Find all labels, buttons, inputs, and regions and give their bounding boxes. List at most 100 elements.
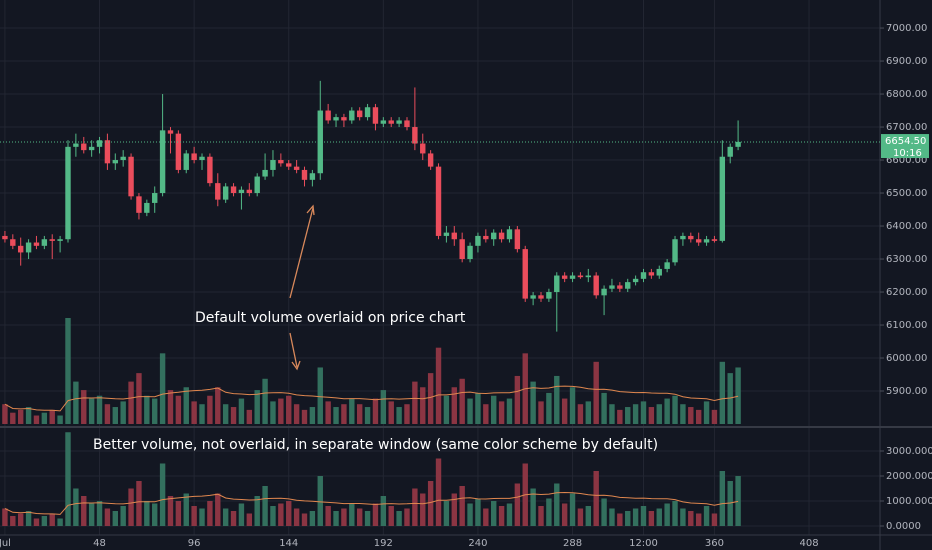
candle-body (593, 275, 599, 296)
overlay-volume-bar (10, 412, 16, 424)
volume-bar (695, 513, 702, 526)
candle-body (514, 229, 521, 250)
overlay-volume-bar (49, 409, 55, 424)
overlay-volume-bar (530, 381, 536, 424)
overlay-volume-bar (88, 398, 95, 424)
overlay-volume-bar (120, 401, 126, 424)
volume-bar (554, 483, 560, 526)
annotation: Better volume, not overlaid, in separate… (93, 437, 658, 453)
candle-body (301, 169, 308, 180)
overlay-volume-bar (73, 381, 79, 424)
overlay-volume-bar (538, 401, 544, 424)
candle-body (404, 120, 410, 128)
overlay-volume-bar (364, 407, 371, 424)
candle-body (475, 235, 481, 246)
candle-body (735, 141, 741, 147)
candle-body (17, 245, 24, 253)
candle-body (459, 239, 465, 260)
overlay-volume-bar (506, 398, 513, 424)
volume-bar (183, 493, 189, 526)
candle-body (380, 120, 387, 124)
candle-body (175, 133, 182, 170)
overlay-volume-bar (577, 404, 584, 424)
x-tick-label: 192 (374, 538, 393, 549)
candle-body (648, 272, 655, 276)
candles (2, 80, 741, 332)
y2-tick-label: 3000.0000 (886, 446, 932, 457)
candle-body (640, 272, 647, 279)
candle-body (680, 235, 686, 240)
overlay-volume-bar (293, 404, 300, 424)
y-tick-label: 6200.00 (886, 287, 927, 298)
overlay-volume-bar (664, 398, 670, 424)
candle-body (372, 107, 379, 124)
y-tick-label: 6100.00 (886, 320, 927, 331)
volume-bar (73, 488, 79, 526)
volume-bar (427, 481, 434, 526)
overlay-volume-bar (104, 404, 111, 424)
overlay-volume-bar (2, 404, 8, 424)
overlay-volume-bar (286, 395, 292, 424)
overlay-volume-bar (427, 373, 434, 424)
candle-body (88, 146, 95, 151)
volume-bar (640, 506, 647, 526)
volume-bar (585, 506, 592, 526)
candle-body (625, 282, 631, 289)
candle-body (128, 156, 134, 197)
volume-bar (112, 511, 118, 526)
overlay-volume-bar (388, 401, 394, 424)
candle-body (49, 239, 55, 241)
volume-bar (207, 501, 213, 526)
volume-bar (435, 458, 442, 526)
volume-bar (128, 488, 134, 526)
overlay-volume-bar (703, 401, 710, 424)
overlay-volume-bar (396, 407, 402, 424)
annotation: Default volume overlaid on price chart (195, 310, 466, 326)
overlay-volume-bar (625, 407, 631, 424)
volume-bar (333, 511, 339, 526)
volume-bar (81, 496, 87, 526)
candle-body (546, 292, 552, 299)
candle-body (10, 239, 16, 246)
volume-bar (530, 488, 536, 526)
overlay-volume-bar (175, 395, 182, 424)
candle-body (238, 189, 245, 194)
overlay-volume-bar (222, 404, 229, 424)
candle-body (207, 156, 213, 184)
volume-bar (569, 493, 576, 526)
candle-body (230, 186, 237, 194)
overlay-volume-bar (735, 367, 741, 424)
volume-bar (349, 503, 355, 526)
overlay-volume-bar (546, 392, 552, 424)
x-tick-label: 408 (800, 538, 819, 549)
overlay-volume-bar (254, 390, 260, 424)
volume-bar (593, 471, 599, 526)
x-tick-label: 240 (468, 538, 487, 549)
volume-bar (159, 463, 166, 526)
candle-body (2, 235, 8, 240)
overlay-volume-bar (144, 395, 150, 424)
volume-bar (475, 498, 481, 526)
volume-bar (33, 518, 40, 526)
volume-bar (65, 432, 71, 526)
volume-bar (506, 503, 513, 526)
volume-bar (57, 518, 63, 526)
candle-body (333, 117, 339, 121)
volume-bar (711, 513, 718, 526)
volume-bar (656, 508, 662, 526)
volume-bar (262, 486, 268, 526)
candle-body (577, 275, 584, 278)
volume-bar (199, 508, 205, 526)
y-tick-label: 7000.00 (886, 23, 927, 34)
volume-bar (278, 503, 284, 526)
candle-body (412, 127, 418, 144)
candle-body (664, 262, 670, 269)
candle-body (672, 239, 678, 263)
overlay-volume-bar (341, 404, 347, 424)
volume-bar (230, 511, 237, 526)
y2-tick-label: 2000.0000 (886, 471, 932, 482)
candle-body (688, 235, 694, 240)
y-tick-label: 6300.00 (886, 254, 927, 265)
volume-bar (451, 493, 457, 526)
candle-body (538, 295, 544, 299)
